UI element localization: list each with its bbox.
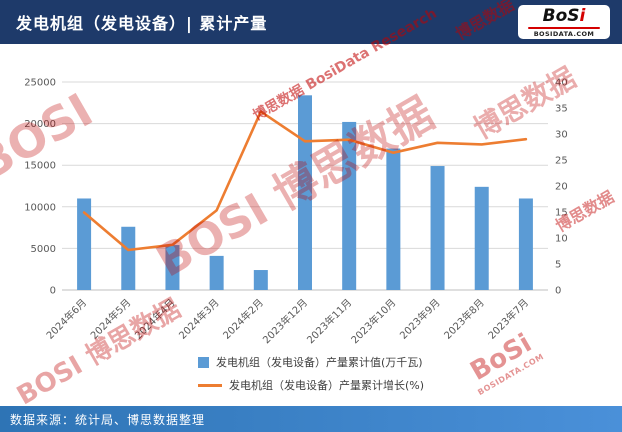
logo-text-accent: i: [579, 5, 586, 26]
legend-bar-swatch: [197, 356, 209, 368]
svg-text:20: 20: [555, 182, 568, 193]
svg-text:2023年10月: 2023年10月: [348, 296, 398, 346]
svg-text:2024年4月: 2024年4月: [132, 296, 178, 342]
svg-text:40: 40: [555, 78, 568, 89]
legend-item-line: 发电机组（发电设备）产量累计增长(%): [197, 377, 425, 393]
svg-text:2023年12月: 2023年12月: [260, 296, 310, 346]
svg-text:2024年6月: 2024年6月: [43, 296, 89, 342]
svg-text:2023年9月: 2023年9月: [397, 296, 443, 342]
svg-text:2024年3月: 2024年3月: [176, 296, 222, 342]
svg-text:25: 25: [555, 156, 568, 167]
combo-chart-canvas: 0 5000 10000 15000 20000 25000 0 5 10 15 20 25 30 35 4…: [24, 78, 568, 347]
svg-text:5: 5: [555, 260, 561, 271]
svg-text:35: 35: [555, 104, 568, 115]
data-source-text: 数据来源：统计局、博思数据整理: [10, 412, 206, 427]
svg-text:2024年5月: 2024年5月: [88, 296, 134, 342]
page-title: 发电机组（发电设备）| 累计产量: [16, 14, 268, 33]
svg-text:10: 10: [555, 234, 568, 245]
footer: 数据来源：统计局、博思数据整理: [0, 406, 622, 432]
chart-region: 0 5000 10000 15000 20000 25000 0 5 10 15 20 25 30 35 4…: [0, 44, 622, 406]
svg-text:2023年11月: 2023年11月: [304, 296, 354, 346]
svg-text:15000: 15000: [24, 161, 56, 172]
svg-text:2023年7月: 2023年7月: [485, 296, 531, 342]
bosi-logo: BoSi BOSIDATA.COM: [518, 4, 610, 40]
logo-site-text: BOSIDATA.COM: [533, 29, 595, 38]
svg-text:5000: 5000: [31, 244, 56, 255]
chart-legend: 发电机组（发电设备）产量累计值(万千瓦) 发电机组（发电设备）产量累计增长(%): [197, 354, 425, 393]
svg-text:0: 0: [555, 286, 561, 297]
header: 发电机组（发电设备）| 累计产量 BoSi BOSIDATA.COM: [0, 0, 622, 44]
svg-text:15: 15: [555, 208, 568, 219]
legend-line-label: 发电机组（发电设备）产量累计增长(%): [228, 379, 425, 392]
svg-text:0: 0: [50, 286, 56, 297]
logo-underline: [528, 26, 600, 29]
legend-item-bar: 发电机组（发电设备）产量累计值(万千瓦): [197, 354, 423, 370]
svg-text:2023年8月: 2023年8月: [441, 296, 487, 342]
logo-text-main: BoS: [542, 5, 580, 26]
svg-text:2024年2月: 2024年2月: [220, 296, 266, 342]
svg-text:10000: 10000: [24, 202, 56, 213]
legend-bar-label: 发电机组（发电设备）产量累计值(万千瓦): [215, 356, 423, 369]
legend-line-swatch: [197, 383, 222, 387]
svg-text:25000: 25000: [24, 78, 56, 89]
svg-text:20000: 20000: [24, 119, 56, 130]
svg-text:30: 30: [555, 130, 568, 141]
